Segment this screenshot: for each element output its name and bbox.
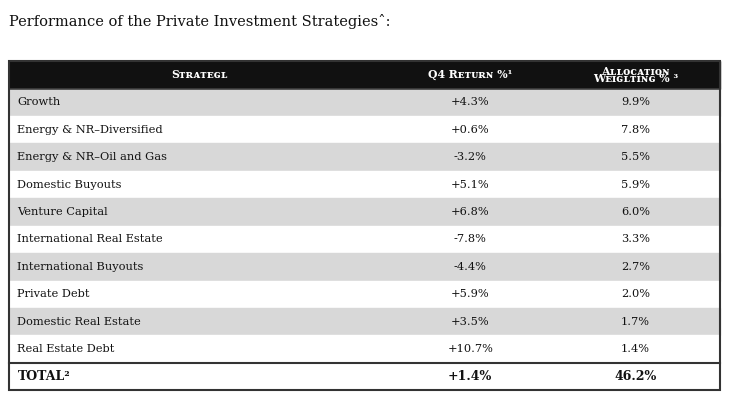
Text: +5.1%: +5.1%: [451, 180, 489, 190]
Bar: [9, 88, 720, 116]
Text: Aʟʟᴏᴄᴀᴛɪᴏɴ: Aʟʟᴏᴄᴀᴛɪᴏɴ: [601, 66, 670, 77]
Bar: [9, 143, 720, 171]
Text: International Buyouts: International Buyouts: [17, 262, 144, 272]
Text: -4.4%: -4.4%: [453, 262, 487, 272]
Text: 7.8%: 7.8%: [621, 125, 650, 135]
Bar: [9, 280, 720, 308]
Text: Private Debt: Private Debt: [17, 289, 90, 299]
Text: 2.7%: 2.7%: [621, 262, 650, 272]
Text: +3.5%: +3.5%: [451, 317, 489, 327]
Bar: [9, 335, 720, 363]
Text: Q4 Rᴇᴛᴜʀɴ %¹: Q4 Rᴇᴛᴜʀɴ %¹: [428, 70, 512, 81]
Text: +5.9%: +5.9%: [451, 289, 489, 299]
Text: Wᴇɪɢʟᴛɪɴɢ % ³: Wᴇɪɢʟᴛɪɴɢ % ³: [593, 73, 678, 84]
Text: 5.9%: 5.9%: [621, 180, 650, 190]
Text: Sᴛʀᴀᴛᴇɢʟ: Sᴛʀᴀᴛᴇɢʟ: [171, 70, 227, 81]
Text: 6.0%: 6.0%: [621, 207, 650, 217]
Bar: [9, 61, 720, 390]
Text: Performance of the Private Investment Strategiesˆ:: Performance of the Private Investment St…: [9, 14, 390, 29]
Text: TOTAL²: TOTAL²: [17, 370, 70, 383]
Text: International Real Estate: International Real Estate: [17, 235, 163, 245]
Bar: [9, 198, 720, 226]
Text: Venture Capital: Venture Capital: [17, 207, 108, 217]
Text: Energy & NR–Oil and Gas: Energy & NR–Oil and Gas: [17, 152, 168, 162]
Text: Real Estate Debt: Real Estate Debt: [17, 344, 115, 354]
Text: 9.9%: 9.9%: [621, 97, 650, 107]
Text: Growth: Growth: [17, 97, 61, 107]
Text: +10.7%: +10.7%: [448, 344, 493, 354]
Text: +4.3%: +4.3%: [451, 97, 489, 107]
Text: Domestic Buyouts: Domestic Buyouts: [17, 180, 122, 190]
Text: 1.7%: 1.7%: [621, 317, 650, 327]
Bar: [9, 171, 720, 198]
Text: 46.2%: 46.2%: [615, 370, 656, 383]
Text: -7.8%: -7.8%: [453, 235, 487, 245]
Bar: [9, 308, 720, 335]
Bar: [9, 253, 720, 280]
Text: +0.6%: +0.6%: [451, 125, 489, 135]
Bar: [9, 363, 720, 390]
Text: -3.2%: -3.2%: [453, 152, 487, 162]
Bar: [9, 226, 720, 253]
Text: +6.8%: +6.8%: [451, 207, 489, 217]
Text: 1.4%: 1.4%: [621, 344, 650, 354]
Text: 3.3%: 3.3%: [621, 235, 650, 245]
Text: Energy & NR–Diversified: Energy & NR–Diversified: [17, 125, 163, 135]
Text: 5.5%: 5.5%: [621, 152, 650, 162]
Bar: [9, 116, 720, 143]
Text: Domestic Real Estate: Domestic Real Estate: [17, 317, 141, 327]
Bar: [9, 61, 720, 88]
Text: +1.4%: +1.4%: [448, 370, 492, 383]
Text: 2.0%: 2.0%: [621, 289, 650, 299]
